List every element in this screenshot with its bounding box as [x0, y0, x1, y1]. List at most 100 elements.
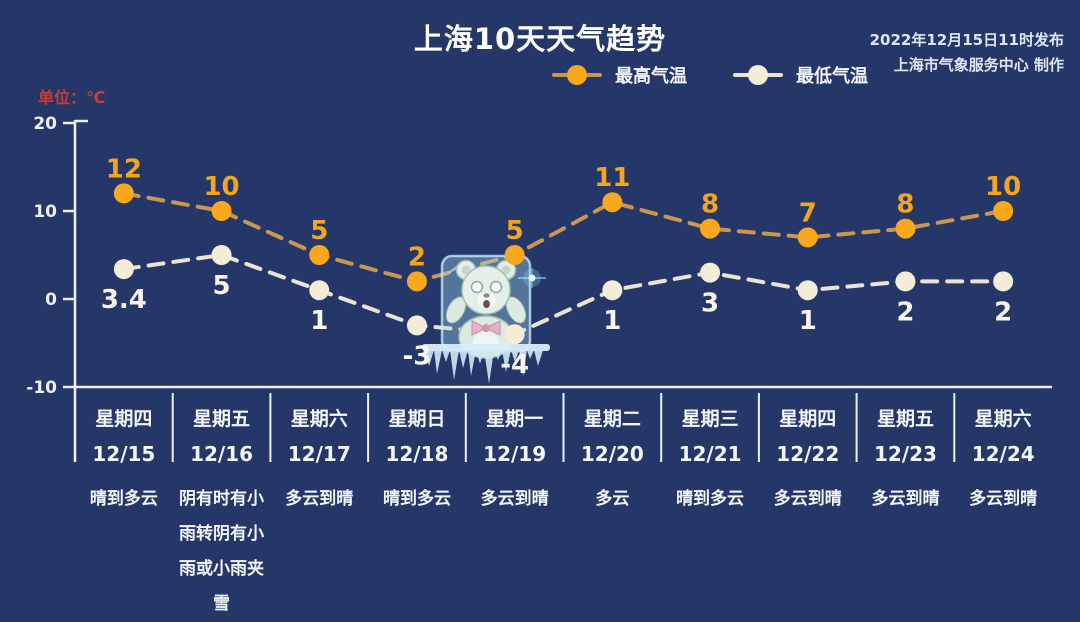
data-point-label: 5: [506, 216, 524, 246]
data-point-marker: [895, 218, 916, 239]
day-column: 星期六 12/17 多云到晴: [270, 397, 368, 602]
data-point-marker: [797, 227, 818, 248]
data-point-label: 12: [106, 154, 142, 184]
data-point-marker: [406, 315, 427, 336]
data-point-marker: [113, 183, 134, 204]
data-point-marker: [211, 245, 232, 265]
data-point-label: 1: [310, 306, 328, 336]
day-column: 星期五 12/23 多云到晴: [857, 397, 955, 602]
weekday-label: 星期六: [974, 408, 1032, 430]
day-column: 星期四 12/22 多云到晴: [759, 397, 857, 602]
legend-item-high-temp: 最高气温: [552, 62, 687, 88]
weekday-label: 星期六: [290, 408, 348, 430]
weather-text: 多云: [595, 489, 630, 509]
series-line: [121, 252, 1006, 337]
data-point-label: 8: [701, 190, 719, 220]
day-column: 星期二 12/20 多云: [564, 397, 662, 602]
weekday-label: 星期一: [486, 408, 544, 430]
date-label: 12/19: [483, 442, 547, 466]
frozen-bear-mascot: [422, 254, 550, 384]
y-tick-label: 20: [33, 114, 57, 134]
unit-label: 单位：℃: [38, 88, 106, 107]
data-point-marker: [113, 259, 134, 280]
date-label: 12/16: [190, 442, 254, 466]
data-point-label: 8: [896, 190, 914, 220]
y-tick-label: -10: [26, 378, 57, 398]
weather-text: 晴到多云: [89, 489, 158, 509]
low-temp-legend-marker-icon: [733, 65, 783, 85]
data-point-marker: [797, 280, 818, 301]
legend-label-low-temp: 最低气温: [796, 66, 868, 87]
data-point-marker: [406, 271, 427, 292]
day-column: 星期四 12/15 晴到多云: [75, 397, 173, 602]
weather-text: 晴到多云: [676, 489, 745, 509]
date-label: 12/23: [873, 442, 937, 466]
day-column: 星期六 12/24 多云到晴: [954, 397, 1052, 602]
data-point-label: 3.4: [101, 285, 147, 315]
date-label: 12/15: [92, 442, 156, 466]
data-point-label: 2: [408, 242, 426, 272]
series-lines-layer: [121, 191, 1006, 337]
data-point-marker: [895, 271, 916, 292]
date-label: 12/18: [385, 442, 449, 466]
axis-layer: 20 10 0 -10: [26, 114, 1052, 462]
weather-text: 阴有时有小雨转阴有小雨或小雨夹雪: [179, 489, 265, 614]
data-point-label: 11: [594, 163, 630, 193]
data-point-label: 1: [799, 306, 817, 336]
date-label: 12/24: [971, 442, 1035, 466]
weather-text: 多云到晴: [871, 489, 940, 509]
data-point-label: 2: [896, 297, 914, 327]
data-point-marker: [700, 218, 721, 239]
data-point-marker: [993, 201, 1014, 221]
date-label: 12/21: [678, 442, 742, 466]
weekday-label: 星期四: [779, 408, 837, 430]
weather-text: 多云到晴: [480, 489, 549, 509]
data-point-marker: [504, 245, 525, 265]
weekday-label: 星期五: [193, 408, 251, 430]
day-column: 星期一 12/19 多云到晴: [466, 397, 564, 602]
temperature-trend-chart: 20 10 0 -10: [26, 114, 1052, 462]
icicles-icon: [422, 344, 550, 384]
data-point-label: 10: [203, 172, 239, 202]
data-point-marker: [309, 280, 330, 301]
bear-icon: [445, 259, 527, 359]
day-column: 星期三 12/21 晴到多云: [661, 397, 759, 602]
data-point-marker: [309, 245, 330, 265]
data-point-marker: [504, 324, 525, 345]
weekday-label: 星期三: [681, 408, 739, 430]
day-column: 星期日 12/18 晴到多云: [368, 397, 466, 602]
data-point-marker: [211, 201, 232, 221]
day-column: 星期五 12/16 阴有时有小雨转阴有小雨或小雨夹雪: [173, 397, 271, 614]
day-columns: 星期四 12/15 晴到多云 星期五 12/16 阴有时有小雨转阴有小雨或小雨夹雪 星期六 1…: [75, 397, 1052, 614]
y-tick-label: 10: [33, 202, 57, 222]
chart-legend: 最高气温 最低气温: [552, 62, 868, 88]
weekday-label: 星期二: [583, 408, 641, 430]
legend-item-low-temp: 最低气温: [733, 62, 868, 88]
weekday-label: 星期五: [876, 408, 934, 430]
data-point-label: 7: [799, 198, 817, 228]
y-tick-label: 0: [45, 290, 57, 310]
issue-time: 2022年12月15日11时发布: [869, 31, 1064, 49]
data-point-label: 2: [994, 297, 1012, 327]
high-temp-legend-marker-icon: [552, 65, 602, 85]
data-point-label: -4: [500, 350, 529, 380]
data-point-marker: [602, 280, 623, 301]
series-line: [121, 191, 1006, 284]
date-label: 12/17: [287, 442, 351, 466]
data-point-label: 3: [701, 289, 719, 319]
data-point-marker: [700, 262, 721, 283]
weather-text: 多云到晴: [773, 489, 842, 509]
producer: 上海市气象服务中心 制作: [893, 56, 1064, 74]
page-title: 上海10天天气趋势: [413, 22, 667, 56]
data-point-label: 1: [603, 306, 621, 336]
data-point-label: -3: [403, 341, 432, 371]
date-label: 12/20: [580, 442, 644, 466]
weekday-label: 星期日: [388, 408, 446, 430]
data-point-label: 5: [213, 271, 231, 301]
data-point-marker: [602, 192, 623, 213]
data-point-label: 5: [310, 216, 328, 246]
data-point-label: 10: [985, 172, 1021, 202]
weather-text: 多云到晴: [285, 489, 354, 509]
date-label: 12/22: [776, 442, 840, 466]
